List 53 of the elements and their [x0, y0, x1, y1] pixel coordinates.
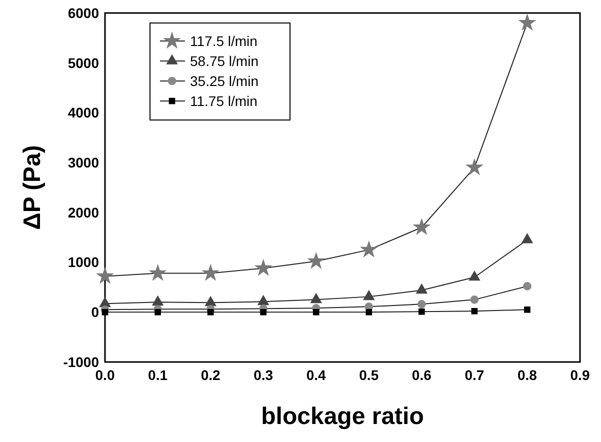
x-tick-label: 0.4: [306, 367, 326, 383]
x-tick-label: 0.2: [200, 367, 220, 383]
point: [257, 294, 270, 306]
x-tick-label: 0.3: [254, 367, 274, 383]
point: [312, 308, 320, 316]
x-axis-title: blockage ratio: [261, 403, 424, 430]
legend-label: 58.75 l/min: [190, 52, 258, 69]
legend-label: 117.5 l/min: [190, 32, 258, 49]
point: [521, 233, 534, 244]
point: [102, 308, 108, 316]
y-tick-label: 0: [91, 304, 100, 320]
point: [366, 308, 372, 316]
point: [310, 292, 322, 304]
point: [148, 264, 167, 281]
point: [418, 308, 425, 315]
legend-label: 35.25 l/min: [190, 72, 258, 89]
y-tick-label: 3000: [68, 154, 100, 170]
point: [254, 258, 272, 276]
point: [468, 270, 480, 281]
x-tick-label: 0.7: [464, 367, 484, 383]
point: [412, 218, 431, 236]
point: [470, 296, 479, 304]
point: [260, 308, 266, 316]
point: [96, 266, 114, 284]
point: [524, 306, 530, 313]
x-tick-label: 0.5: [359, 367, 379, 383]
y-tick-label: 6000: [68, 4, 100, 21]
point: [204, 296, 216, 306]
point: [202, 264, 220, 281]
x-tick-label: 0.0: [95, 367, 115, 383]
x-tick-label: 0.6: [412, 367, 432, 383]
point: [465, 158, 484, 176]
point: [207, 308, 214, 316]
point: [152, 295, 164, 306]
point: [518, 14, 536, 31]
x-tick-label: 0.8: [517, 367, 538, 383]
point: [416, 283, 428, 294]
point: [363, 290, 375, 300]
point: [523, 282, 532, 290]
x-tick-label: 0.1: [148, 367, 168, 383]
point: [471, 308, 478, 314]
point: [307, 252, 326, 269]
point: [417, 300, 426, 308]
point: [154, 308, 161, 316]
y-tick-label: 1000: [68, 254, 100, 270]
y-tick-label: 5000: [68, 54, 100, 71]
x-tick-label: 0.9: [570, 367, 590, 383]
point: [360, 240, 378, 258]
y-tick-label: 4000: [68, 104, 100, 121]
legend-label: 11.75 l/min: [190, 92, 258, 109]
y-tick-label: 2000: [68, 204, 100, 220]
y-axis-title: ΔP (Pa): [19, 145, 46, 230]
y-tick-label: -1000: [63, 354, 100, 370]
